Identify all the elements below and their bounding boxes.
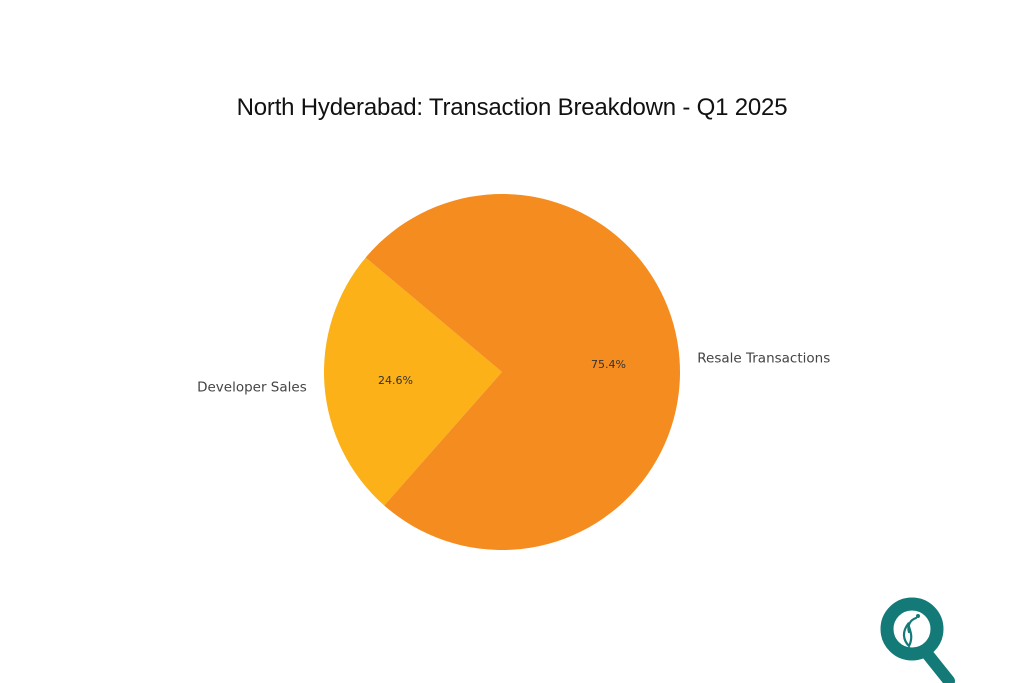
pie-slice [324,257,502,506]
pie-slices [324,193,680,550]
pie-slice [365,193,680,550]
chart-title: North Hyderabad: Transaction Breakdown -… [236,94,788,121]
pie-percent-label: 24.6% [378,374,413,387]
pie-category-labels: Developer Sales Resale Transactions [197,350,830,395]
pie-category-label: Resale Transactions [697,350,830,366]
magnifier-leaf-logo [880,597,955,683]
pie-category-label: Developer Sales [197,380,307,396]
pie-percent-label: 75.4% [591,358,626,371]
pie-percent-labels: 24.6% 75.4% [378,358,626,387]
